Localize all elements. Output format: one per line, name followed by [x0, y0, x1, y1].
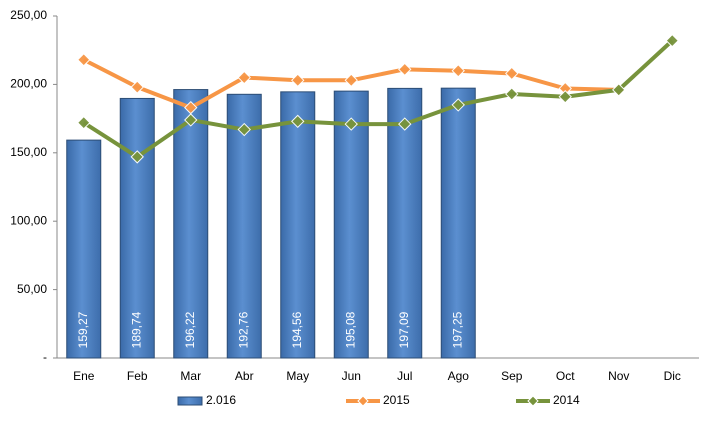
- legend-swatch: [177, 396, 203, 406]
- marker: [130, 150, 144, 164]
- line: [82, 39, 674, 159]
- marker: [665, 33, 679, 48]
- legend-label: 2015: [383, 393, 410, 407]
- legend-marker: [357, 395, 369, 407]
- value-label: 194,56: [290, 311, 304, 348]
- y-tick-label: 200,00: [10, 77, 47, 91]
- marker: [77, 115, 91, 130]
- value-label: 197,25: [450, 311, 464, 348]
- marker: [130, 80, 144, 94]
- value-label: 192,76: [236, 311, 250, 348]
- marker: [451, 64, 465, 78]
- y-tick-label: -: [43, 350, 47, 364]
- x-tick-label: Nov: [608, 369, 629, 383]
- marker: [237, 70, 251, 85]
- x-tick-label: Oct: [556, 369, 575, 383]
- value-label: 196,22: [183, 311, 197, 348]
- marker: [77, 53, 91, 67]
- legend-label: 2.016: [206, 393, 236, 407]
- marker: [344, 117, 358, 131]
- x-tick-label: Ene: [73, 369, 95, 383]
- bar: [387, 87, 423, 359]
- value-label: 159,27: [76, 311, 90, 348]
- value-label: 197,09: [397, 311, 411, 348]
- marker: [505, 66, 519, 81]
- x-tick-label: Jul: [397, 369, 412, 383]
- marker: [237, 122, 251, 137]
- marker: [451, 98, 465, 112]
- marker: [398, 117, 412, 131]
- y-tick-label: 250,00: [10, 8, 47, 22]
- y-tick-label: 100,00: [10, 213, 47, 227]
- x-tick-label: Abr: [235, 369, 254, 383]
- bar: [440, 87, 476, 359]
- marker: [505, 87, 519, 101]
- legend-label: 2014: [553, 393, 580, 407]
- bar: [66, 139, 102, 359]
- marker: [291, 114, 305, 129]
- x-tick-label: Sep: [501, 369, 523, 383]
- x-tick-label: Dic: [664, 369, 681, 383]
- marker: [184, 113, 198, 127]
- marker: [612, 83, 626, 97]
- marker: [291, 73, 305, 88]
- y-tick-label: 150,00: [10, 145, 47, 159]
- x-tick-label: Mar: [180, 369, 201, 383]
- bar: [333, 90, 369, 359]
- y-tick-label: 50,00: [17, 282, 47, 296]
- bar: [119, 97, 155, 359]
- x-tick-label: Feb: [127, 369, 148, 383]
- marker: [398, 62, 412, 77]
- bar: [280, 91, 316, 359]
- value-label: 189,74: [129, 311, 143, 348]
- marker: [344, 73, 358, 88]
- legend-marker: [527, 395, 539, 407]
- bar: [173, 89, 209, 359]
- marker: [558, 90, 572, 104]
- x-tick-label: Jun: [342, 369, 361, 383]
- bar: [226, 93, 262, 359]
- value-label: 195,08: [343, 311, 357, 348]
- x-tick-label: May: [286, 369, 309, 383]
- x-tick-label: Ago: [448, 369, 470, 383]
